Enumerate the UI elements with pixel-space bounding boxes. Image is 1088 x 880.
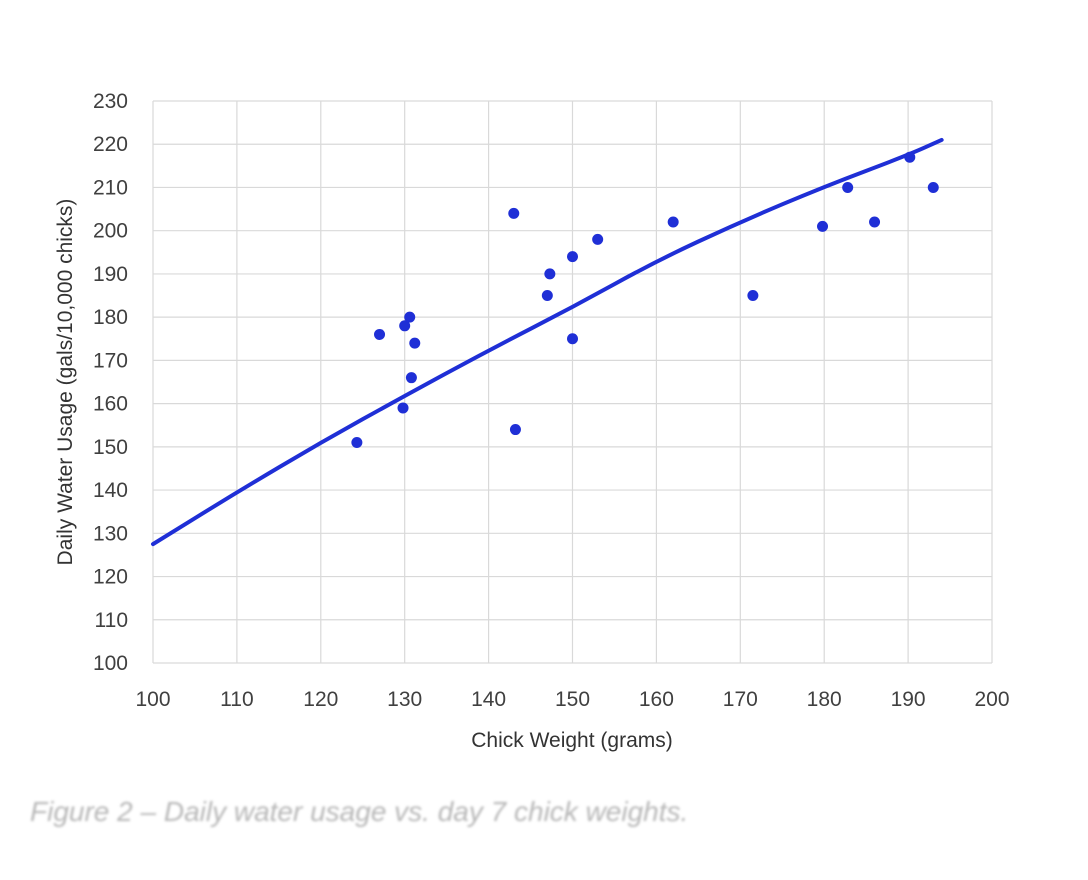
x-tick-label: 130 [387, 688, 422, 711]
x-tick-label: 170 [723, 688, 758, 711]
data-point [351, 437, 363, 449]
x-tick-label: 190 [891, 688, 926, 711]
x-tick-label: 200 [974, 688, 1009, 711]
data-point [404, 311, 416, 323]
data-point [817, 220, 829, 232]
y-tick-label: 210 [93, 176, 128, 199]
y-tick-label: 180 [93, 306, 128, 329]
trendline [151, 137, 944, 547]
data-point [508, 207, 520, 219]
data-point [747, 290, 759, 302]
x-tick-label: 100 [135, 688, 170, 711]
data-point [509, 424, 521, 436]
data-point [667, 216, 679, 228]
data-point [567, 333, 578, 345]
points-layer [351, 151, 939, 449]
y-tick-label: 170 [93, 349, 128, 372]
y-tick-label: 220 [93, 133, 128, 156]
y-tick-label: 230 [93, 90, 128, 113]
x-axis-title: Chick Weight (grams) [471, 729, 673, 752]
data-point [405, 372, 417, 384]
data-point [904, 151, 916, 163]
data-point [374, 328, 386, 340]
data-point [399, 320, 411, 332]
data-point [927, 181, 939, 193]
y-tick-label: 190 [93, 263, 128, 286]
data-point [869, 216, 881, 228]
grid [152, 100, 993, 664]
data-point [544, 268, 556, 280]
y-tick-label: 130 [93, 522, 128, 545]
y-tick-label: 110 [95, 609, 128, 632]
data-point [541, 290, 553, 302]
tick-labels: 100 110 120 130 140 150 160 170 180 190 200 100 110 1… [93, 90, 1010, 711]
y-tick-label: 100 [93, 652, 128, 675]
data-point [397, 402, 409, 414]
y-tick-label: 160 [93, 393, 128, 416]
y-tick-label: 200 [93, 220, 128, 243]
x-tick-label: 110 [220, 688, 253, 711]
y-tick-label: 150 [93, 436, 128, 459]
y-tick-label: 140 [93, 479, 128, 502]
x-tick-label: 140 [471, 688, 506, 711]
figure-caption: Figure 2 – Daily water usage vs. day 7 c… [30, 796, 689, 827]
data-point [592, 233, 604, 245]
y-axis-title: Daily Water Usage (gals/10,000 chicks) [54, 199, 77, 566]
x-tick-label: 160 [639, 688, 674, 711]
y-tick-label: 120 [93, 566, 128, 589]
x-tick-label: 120 [303, 688, 338, 711]
x-tick-label: 180 [807, 688, 842, 711]
trendline-layer [151, 137, 944, 547]
data-point [567, 251, 578, 263]
data-point [409, 337, 421, 349]
x-tick-label: 150 [555, 688, 590, 711]
data-point [842, 181, 854, 193]
